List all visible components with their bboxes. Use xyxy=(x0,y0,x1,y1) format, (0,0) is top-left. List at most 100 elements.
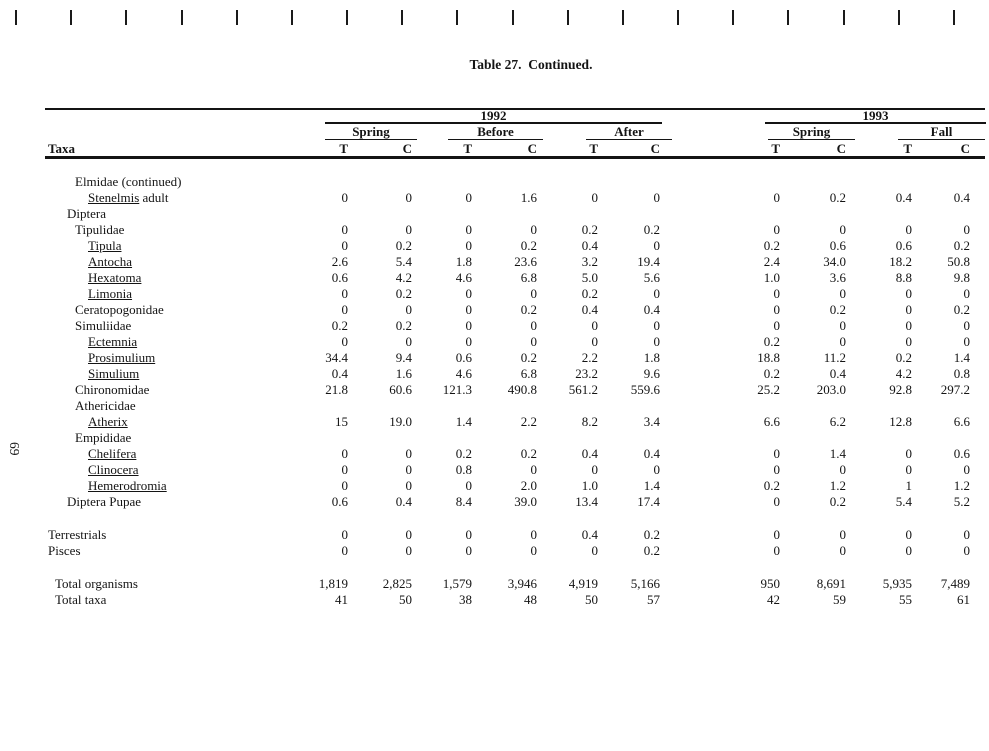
genus-name: Hemerodromia xyxy=(88,478,167,493)
film-tick xyxy=(346,10,349,25)
control-column-header: C xyxy=(650,141,660,156)
season-header-spring-1993: Spring xyxy=(768,125,855,140)
column-gap xyxy=(660,366,715,382)
value-cell xyxy=(285,398,348,414)
value-cell: 41 xyxy=(335,592,348,607)
value-cell: 0 xyxy=(773,543,781,558)
table-top-rule xyxy=(45,108,985,110)
value-cell: 0.6 xyxy=(953,446,970,461)
value-cell xyxy=(715,206,780,222)
value-cell: 0.2 xyxy=(520,350,537,365)
table-row: Hexatoma 0.6 4.2 4.6 6.8 5.0 5.6 1.0 3.6 8.8 9.8 xyxy=(45,270,985,286)
value-cell: 0.2 xyxy=(643,222,660,237)
value-cell: 2.2 xyxy=(581,350,598,365)
film-tick xyxy=(566,10,569,25)
table-row: Empididae xyxy=(45,430,985,446)
value-cell: 3.4 xyxy=(643,414,660,429)
page-number: 69 xyxy=(7,442,22,456)
value-cell: 1.8 xyxy=(455,254,472,269)
taxon-name-suffix: adult xyxy=(139,190,169,205)
value-cell: 0 xyxy=(905,334,913,349)
table-row: Clinocera 0 0 0.8 0 0 0 0 0 0 0 xyxy=(45,462,985,478)
subheader-row: Taxa T C T C T C T C T C xyxy=(45,141,985,156)
value-cell: 8.4 xyxy=(455,494,472,509)
column-gap xyxy=(660,382,715,398)
value-cell: 0 xyxy=(405,222,413,237)
value-cell: 1.6 xyxy=(395,366,412,381)
value-cell: 0 xyxy=(591,190,599,205)
column-gap xyxy=(660,494,715,510)
value-cell: 0.4 xyxy=(581,302,598,317)
right-pad xyxy=(970,414,985,430)
column-gap xyxy=(660,478,715,494)
value-cell: 0 xyxy=(905,222,913,237)
value-cell: 92.8 xyxy=(889,382,912,397)
value-cell xyxy=(912,430,970,446)
value-cell: 0.2 xyxy=(395,238,412,253)
taxon-label-cell: Pisces xyxy=(45,543,285,559)
value-cell xyxy=(412,174,472,190)
table-row: Tipula 0 0.2 0 0.2 0.4 0 0.2 0.6 0.6 0.2 xyxy=(45,238,985,254)
taxon-label-cell: Ceratopogonidae xyxy=(45,302,285,318)
value-cell: 1.0 xyxy=(763,270,780,285)
value-cell: 0.2 xyxy=(581,286,598,301)
taxon-name: Diptera Pupae xyxy=(67,494,142,509)
value-cell xyxy=(537,430,598,446)
value-cell: 0 xyxy=(905,446,913,461)
value-cell: 18.2 xyxy=(889,254,912,269)
table-row: Athericidae xyxy=(45,398,985,414)
table-row: Simuliidae 0.2 0.2 0 0 0 0 0 0 0 0 xyxy=(45,318,985,334)
table-row: Elmidae (continued) xyxy=(45,174,985,190)
taxon-label-cell: Athericidae xyxy=(45,398,285,414)
value-cell xyxy=(472,174,537,190)
table-row: Diptera Pupae 0.6 0.4 8.4 39.0 13.4 17.4 0 0.2 5.… xyxy=(45,494,985,510)
right-pad xyxy=(970,366,985,382)
value-cell: 11.2 xyxy=(823,350,846,365)
table-title: Table 27. Continued. xyxy=(469,57,593,72)
season-header-spring-1992: Spring xyxy=(325,125,417,140)
value-cell: 0.8 xyxy=(455,462,472,477)
value-cell: 50 xyxy=(585,592,598,607)
value-cell: 7,489 xyxy=(940,576,970,591)
value-cell: 9.4 xyxy=(395,350,412,365)
value-cell: 0.2 xyxy=(829,190,846,205)
value-cell: 5.0 xyxy=(581,270,598,285)
value-cell: 25.2 xyxy=(757,382,780,397)
column-gap xyxy=(660,576,715,592)
value-cell: 0 xyxy=(465,527,473,542)
table-row: Hemerodromia 0 0 0 2.0 1.0 1.4 0.2 1.2 1 1.2 xyxy=(45,478,985,494)
value-cell xyxy=(846,206,912,222)
value-cell: 4,919 xyxy=(568,576,598,591)
value-cell: 0.2 xyxy=(520,446,537,461)
value-cell: 3.6 xyxy=(829,270,846,285)
value-cell: 0 xyxy=(405,334,413,349)
table-body: Elmidae (continued) Stenelmis adult 0 0 0 1.6… xyxy=(45,174,985,608)
right-pad xyxy=(970,382,985,398)
value-cell: 0 xyxy=(341,462,349,477)
value-cell xyxy=(348,430,412,446)
value-cell: 490.8 xyxy=(507,382,537,397)
value-cell: 0.2 xyxy=(331,318,348,333)
value-cell: 0.6 xyxy=(331,494,348,509)
value-cell: 0.4 xyxy=(643,446,660,461)
value-cell: 0 xyxy=(839,527,847,542)
value-cell xyxy=(912,174,970,190)
value-cell: 0 xyxy=(591,462,599,477)
value-cell: 0 xyxy=(465,190,473,205)
value-cell: 0.6 xyxy=(331,270,348,285)
right-pad xyxy=(970,446,985,462)
value-cell: 1.2 xyxy=(953,478,970,493)
value-cell: 0 xyxy=(341,302,349,317)
value-cell: 21.8 xyxy=(325,382,348,397)
value-cell: 6.8 xyxy=(520,366,537,381)
value-cell: 17.4 xyxy=(637,494,660,509)
right-pad xyxy=(970,302,985,318)
value-cell xyxy=(846,398,912,414)
taxon-name: Tipulidae xyxy=(75,222,125,237)
value-cell: 0 xyxy=(653,238,661,253)
column-gap xyxy=(660,206,715,222)
table-row: Limonia 0 0.2 0 0 0.2 0 0 0 0 0 xyxy=(45,286,985,302)
table-row: Chironomidae 21.8 60.6 121.3 490.8 561.2 559.6… xyxy=(45,382,985,398)
value-cell: 0 xyxy=(341,286,349,301)
header-bottom-rule xyxy=(45,156,985,159)
